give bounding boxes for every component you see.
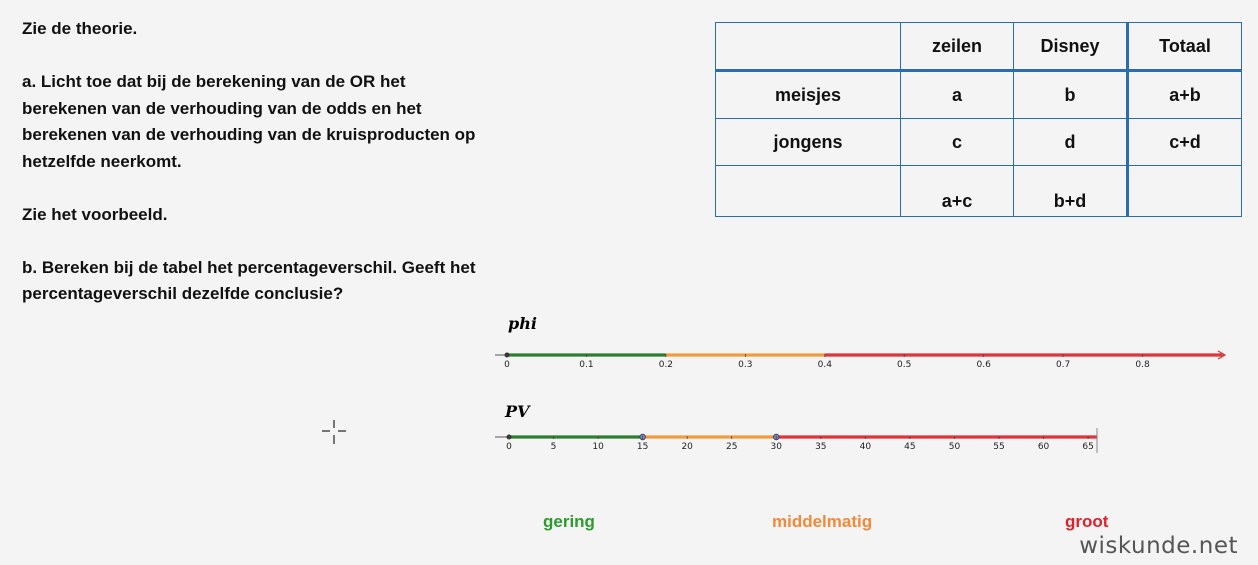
pv-tick-label: 50 bbox=[949, 442, 961, 452]
table-cell: d bbox=[1013, 118, 1128, 166]
pv-tick-label: 25 bbox=[726, 442, 737, 452]
pv-tick-label: 30 bbox=[771, 442, 783, 452]
table-cell: meisjes bbox=[715, 70, 901, 119]
pv-tick-label: 0 bbox=[506, 442, 512, 452]
question-b-line: b. Bereken bij de tabel het percentageve… bbox=[22, 257, 476, 277]
phi-tick-label: 0 bbox=[504, 360, 510, 370]
pv-tick-label: 40 bbox=[860, 442, 872, 452]
instruction-line: Zie het voorbeeld. bbox=[22, 204, 168, 224]
pv-scale: 0 5 10 15 20 25 30 35 40 45 50 55 60 65 bbox=[495, 428, 1098, 453]
question-a-line: hetzelfde neerkomt. bbox=[22, 151, 182, 171]
table-cell: a+b bbox=[1126, 70, 1242, 119]
instruction-line: Zie de theorie. bbox=[22, 19, 138, 38]
phi-tick-label: 0.5 bbox=[897, 360, 911, 370]
question-a-line: berekenen van de verhouding van de odds … bbox=[22, 98, 422, 118]
pv-tick-label: 5 bbox=[551, 442, 557, 452]
table-header-cell: zeilen bbox=[900, 22, 1014, 72]
pv-tick-label: 65 bbox=[1082, 442, 1093, 452]
instruction-text: Zie de theorie. a. Licht toe dat bij de … bbox=[22, 16, 502, 308]
pv-tick-label: 55 bbox=[993, 442, 1004, 452]
table-cell: a bbox=[900, 70, 1014, 119]
pv-tick-label: 20 bbox=[681, 442, 693, 452]
phi-scale: 0 0.1 0.2 0.3 0.4 0.5 0.6 0.7 0.8 bbox=[495, 350, 1227, 370]
contingency-table: zeilen Disney Totaal meisjes a b a+b jon… bbox=[715, 22, 1242, 217]
phi-tick-label: 0.7 bbox=[1056, 360, 1070, 370]
table-header-cell: Disney bbox=[1013, 22, 1128, 72]
crosshair-cursor-icon bbox=[322, 420, 346, 444]
legend-gering: gering bbox=[543, 512, 595, 531]
question-b-line: percentageverschil dezelfde conclusie? bbox=[22, 284, 344, 303]
table-row: a+c b+d bbox=[715, 165, 1242, 217]
phi-tick-label: 0.3 bbox=[738, 360, 752, 370]
table-cell bbox=[1126, 165, 1242, 217]
phi-tick-label: 0.8 bbox=[1135, 360, 1150, 370]
pv-scale-label: PV bbox=[504, 402, 531, 421]
legend-middelmatig: middelmatig bbox=[772, 512, 873, 531]
table-cell: a+c bbox=[900, 165, 1014, 217]
table-row: meisjes a b a+b bbox=[715, 70, 1242, 119]
phi-scale-label: phi bbox=[508, 314, 537, 333]
pv-tick-label: 45 bbox=[904, 442, 915, 452]
table-cell: c+d bbox=[1126, 118, 1242, 166]
pv-tick-label: 60 bbox=[1038, 442, 1050, 452]
table-cell: b+d bbox=[1013, 165, 1128, 217]
phi-tick-label: 0.2 bbox=[659, 360, 673, 370]
pv-tick-label: 35 bbox=[815, 442, 826, 452]
table-cell: jongens bbox=[715, 118, 901, 166]
question-a-line: berekenen van de verhouding van de kruis… bbox=[22, 125, 476, 144]
phi-tick-label: 0.4 bbox=[818, 360, 833, 370]
phi-tick-label: 0.6 bbox=[977, 360, 992, 370]
phi-arrow-icon bbox=[1217, 350, 1227, 360]
legend-groot: groot bbox=[1065, 512, 1109, 531]
pv-tick-label: 10 bbox=[592, 442, 604, 452]
table-cell bbox=[715, 165, 901, 217]
question-a-line: a. Licht toe dat bij de berekening van d… bbox=[22, 72, 406, 91]
pv-tick-label: 15 bbox=[637, 442, 648, 452]
table-row: jongens c d c+d bbox=[715, 118, 1242, 166]
watermark: wiskunde.net bbox=[1079, 533, 1238, 559]
phi-tick-label: 0.1 bbox=[579, 360, 593, 370]
table-header-row: zeilen Disney Totaal bbox=[715, 22, 1242, 72]
table-cell: c bbox=[900, 118, 1014, 166]
table-header-cell: Totaal bbox=[1126, 22, 1242, 72]
